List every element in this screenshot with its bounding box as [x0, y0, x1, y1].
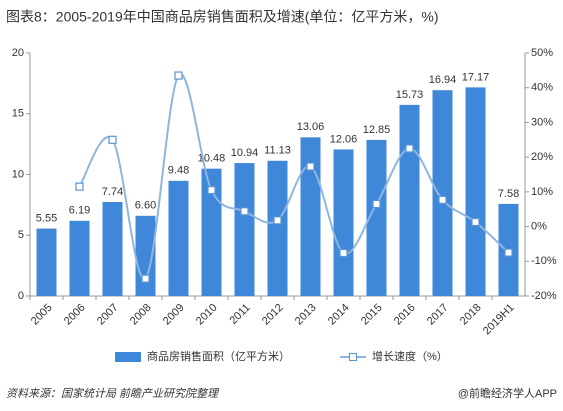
bar — [366, 139, 387, 296]
value-label: 9.48 — [168, 165, 189, 177]
legend-swatch — [115, 352, 141, 362]
bar — [399, 104, 420, 297]
legend-label: 商品房销售面积（亿平方米） — [147, 349, 290, 363]
bar — [69, 220, 90, 296]
y2-tick-label: 10% — [531, 186, 553, 198]
marker — [207, 186, 216, 195]
value-label: 11.13 — [264, 145, 291, 157]
marker — [504, 248, 513, 257]
y2-tick-label: -10% — [531, 255, 557, 267]
bar — [267, 160, 288, 296]
bar — [168, 180, 189, 296]
value-label: 16.94 — [429, 74, 457, 86]
marker — [438, 195, 447, 204]
x-tick-label: 2011 — [227, 302, 252, 327]
bar — [36, 228, 57, 296]
bar — [102, 201, 123, 296]
marker — [405, 144, 414, 153]
bar — [432, 90, 453, 296]
y-tick-label: 0 — [18, 290, 24, 302]
marker — [471, 217, 480, 227]
y2-tick-label: 30% — [531, 116, 553, 128]
x-tick-label: 2013 — [293, 302, 319, 328]
chart-title: 图表8：2005-2019年中国商品房销售面积及增速(单位：亿平方米，%) — [6, 9, 439, 25]
value-label: 10.94 — [231, 147, 259, 159]
bar — [333, 149, 354, 296]
value-label: 5.55 — [36, 212, 57, 224]
y2-tick-label: 40% — [531, 82, 553, 94]
x-tick-label: 2015 — [359, 302, 385, 328]
marker — [306, 162, 315, 171]
bar — [234, 163, 255, 296]
marker — [339, 248, 348, 258]
value-label: 15.73 — [396, 89, 424, 101]
value-label: 17.17 — [462, 71, 490, 83]
marker — [372, 199, 381, 209]
marker — [141, 274, 150, 283]
value-label: 7.58 — [498, 188, 519, 200]
marker — [240, 207, 249, 216]
marker — [108, 135, 117, 144]
x-tick-label: 2018 — [458, 302, 484, 328]
y2-tick-label: 0% — [531, 220, 547, 232]
y-tick-label: 15 — [12, 108, 24, 120]
x-tick-label: 2017 — [425, 302, 451, 328]
y-tick-label: 10 — [12, 168, 24, 180]
x-tick-label: 2016 — [392, 302, 418, 328]
bar — [465, 87, 486, 297]
marker — [75, 182, 84, 191]
x-tick-label: 2009 — [161, 302, 187, 328]
x-tick-label: 2014 — [326, 302, 352, 328]
x-tick-label: 2012 — [260, 302, 286, 328]
y2-tick-label: 20% — [531, 151, 553, 163]
marker — [273, 216, 282, 225]
x-tick-label: 2005 — [29, 302, 55, 328]
source: 资料来源：国家统计局 前瞻产业研究院整理 — [6, 387, 220, 400]
x-tick-label: 2008 — [128, 302, 154, 328]
bar — [300, 137, 321, 296]
x-tick-label: 2007 — [95, 302, 121, 328]
value-label: 7.74 — [102, 186, 123, 198]
legend-label: 增长速度（%） — [372, 349, 448, 363]
marker — [174, 71, 183, 80]
value-label: 6.19 — [69, 205, 90, 217]
value-label: 12.06 — [330, 133, 358, 145]
y-tick-label: 20 — [12, 47, 24, 59]
x-tick-label: 2019H1 — [481, 302, 517, 338]
value-label: 6.60 — [135, 200, 156, 212]
credit: @前瞻经济学人APP — [458, 386, 557, 400]
y2-tick-label: 50% — [531, 47, 553, 59]
y-tick-label: 5 — [18, 229, 24, 241]
bar — [201, 168, 222, 296]
x-tick-label: 2006 — [62, 302, 88, 328]
legend-swatch — [349, 353, 357, 361]
value-label: 13.06 — [297, 121, 325, 133]
x-tick-label: 2010 — [194, 302, 220, 328]
value-label: 12.85 — [363, 124, 391, 136]
value-label: 10.48 — [198, 153, 226, 165]
y2-tick-label: -20% — [531, 290, 557, 302]
